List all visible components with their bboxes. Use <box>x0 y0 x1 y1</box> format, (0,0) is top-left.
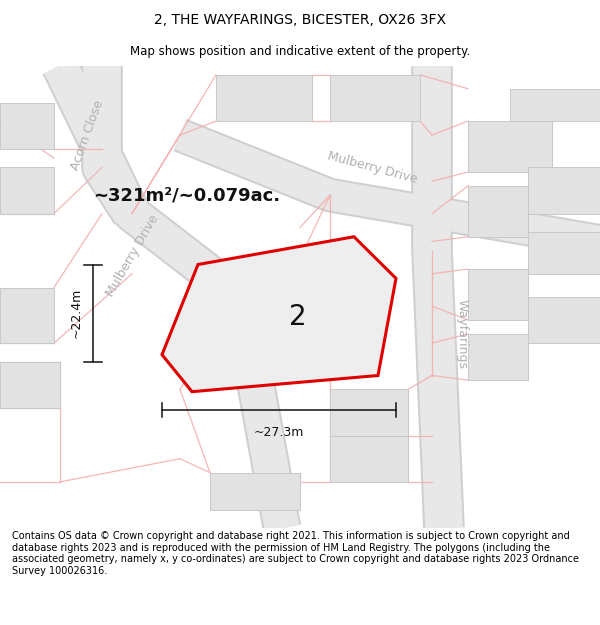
Text: Mulberry Drive: Mulberry Drive <box>326 149 418 186</box>
Polygon shape <box>0 288 54 343</box>
Text: Map shows position and indicative extent of the property.: Map shows position and indicative extent… <box>130 44 470 58</box>
Polygon shape <box>510 89 600 121</box>
Text: Mulberry Drive: Mulberry Drive <box>103 212 161 299</box>
Text: 2: 2 <box>289 303 307 331</box>
Text: ~321m²/~0.079ac.: ~321m²/~0.079ac. <box>93 186 280 204</box>
Text: ~22.4m: ~22.4m <box>69 288 82 338</box>
Polygon shape <box>0 168 54 214</box>
Polygon shape <box>528 232 600 274</box>
Polygon shape <box>162 237 396 392</box>
Text: ~27.3m: ~27.3m <box>254 426 304 439</box>
Polygon shape <box>210 472 300 509</box>
Polygon shape <box>528 297 600 343</box>
Text: Wayfarings: Wayfarings <box>455 299 469 369</box>
Polygon shape <box>330 389 408 436</box>
Text: Contains OS data © Crown copyright and database right 2021. This information is : Contains OS data © Crown copyright and d… <box>12 531 579 576</box>
Polygon shape <box>468 269 528 320</box>
Polygon shape <box>0 102 54 149</box>
Polygon shape <box>468 121 552 172</box>
Text: 2, THE WAYFARINGS, BICESTER, OX26 3FX: 2, THE WAYFARINGS, BICESTER, OX26 3FX <box>154 13 446 27</box>
Polygon shape <box>330 436 408 482</box>
Polygon shape <box>216 75 312 121</box>
Polygon shape <box>0 362 60 408</box>
Polygon shape <box>528 168 600 214</box>
Polygon shape <box>468 334 528 380</box>
Polygon shape <box>330 75 420 121</box>
Polygon shape <box>468 186 528 237</box>
Text: Acorn Close: Acorn Close <box>68 98 106 172</box>
